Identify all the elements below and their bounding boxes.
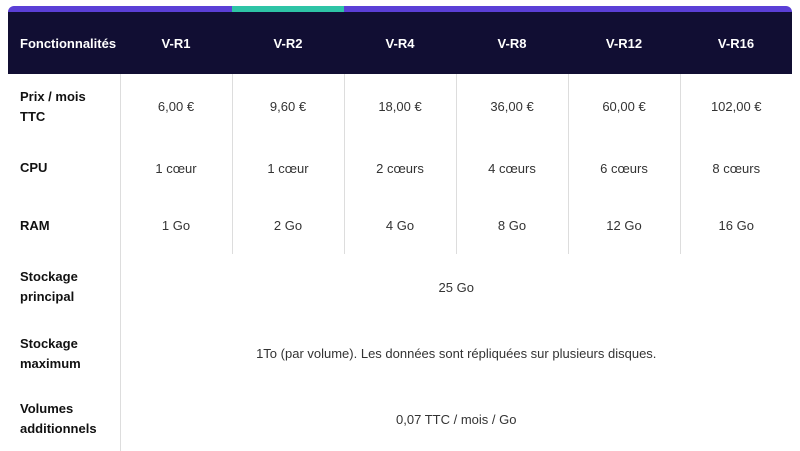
cell-value: 9,60 € [232, 74, 345, 139]
cell-value: 2 Go [232, 197, 345, 254]
row-label: RAM [8, 197, 121, 254]
row-label: Prix / mois TTC [8, 74, 121, 139]
header-plan: V-R12 [568, 12, 680, 74]
header-plan: V-R2 [232, 12, 344, 74]
row-label: Stockage maximum [8, 320, 121, 387]
table-row: RAM 1 Go 2 Go 4 Go 8 Go 12 Go 16 Go [8, 197, 792, 254]
cell-value: 1 cœur [232, 139, 345, 197]
cell-value: 6 cœurs [568, 139, 681, 197]
cell-value: 16 Go [718, 218, 754, 233]
cell-value: 4 Go [344, 197, 457, 254]
row-label: Volumes additionnels [8, 387, 121, 451]
header-row: Fonctionnalités V-R1 V-R2 V-R4 V-R8 V-R1… [8, 12, 792, 74]
merged-cell-value: 1To (par volume). Les données sont répli… [256, 346, 657, 361]
header-features: Fonctionnalités [8, 12, 120, 74]
merged-cell-value: 0,07 TTC / mois / Go [396, 411, 517, 427]
highlighted-column-marker [232, 6, 344, 12]
header-plan: V-R4 [344, 12, 456, 74]
cell-value: 8 Go [456, 197, 569, 254]
cell-value: 6,00 € [120, 74, 233, 139]
row-label: Stockage principal [8, 254, 121, 320]
table-row: Prix / mois TTC 6,00 €9,60 €18,00 €36,00 … [8, 74, 792, 139]
table-row: Stockage principal 25 Go [8, 254, 792, 320]
cell-value: 2 cœurs [344, 139, 457, 197]
cell-value: 1 Go [120, 197, 233, 254]
header-plan: V-R8 [456, 12, 568, 74]
header-plan: V-R16 [680, 12, 792, 74]
row-label: CPU [8, 139, 121, 197]
cell-value: 1 cœur [120, 139, 233, 197]
cell-value: 8 cœurs [712, 160, 761, 176]
cell-value: 18,00 € [344, 74, 457, 139]
table-row: CPU 1 cœur 1 cœur 2 cœurs 4 cœurs 6 cœurs 8 cœ… [8, 139, 792, 197]
column-accent-bar [8, 6, 792, 12]
pricing-table: Fonctionnalités V-R1 V-R2 V-R4 V-R8 V-R1… [8, 12, 792, 451]
cell-value: 102,00 € [710, 99, 762, 114]
cell-value: 36,00 € [456, 74, 569, 139]
cell-value: 4 cœurs [456, 139, 569, 197]
merged-cell-value: 25 Go [438, 279, 474, 295]
table-row: Volumes additionnels 0,07 TTC / mois / Go [8, 387, 792, 451]
header-plan: V-R1 [120, 12, 232, 74]
table-row: Stockage maximum 1To (par volume). Les do… [8, 320, 792, 387]
cell-value: 12 Go [568, 197, 681, 254]
cell-value: 60,00 € [568, 74, 681, 139]
pricing-table-container: Fonctionnalités V-R1 V-R2 V-R4 V-R8 V-R1… [8, 6, 792, 451]
